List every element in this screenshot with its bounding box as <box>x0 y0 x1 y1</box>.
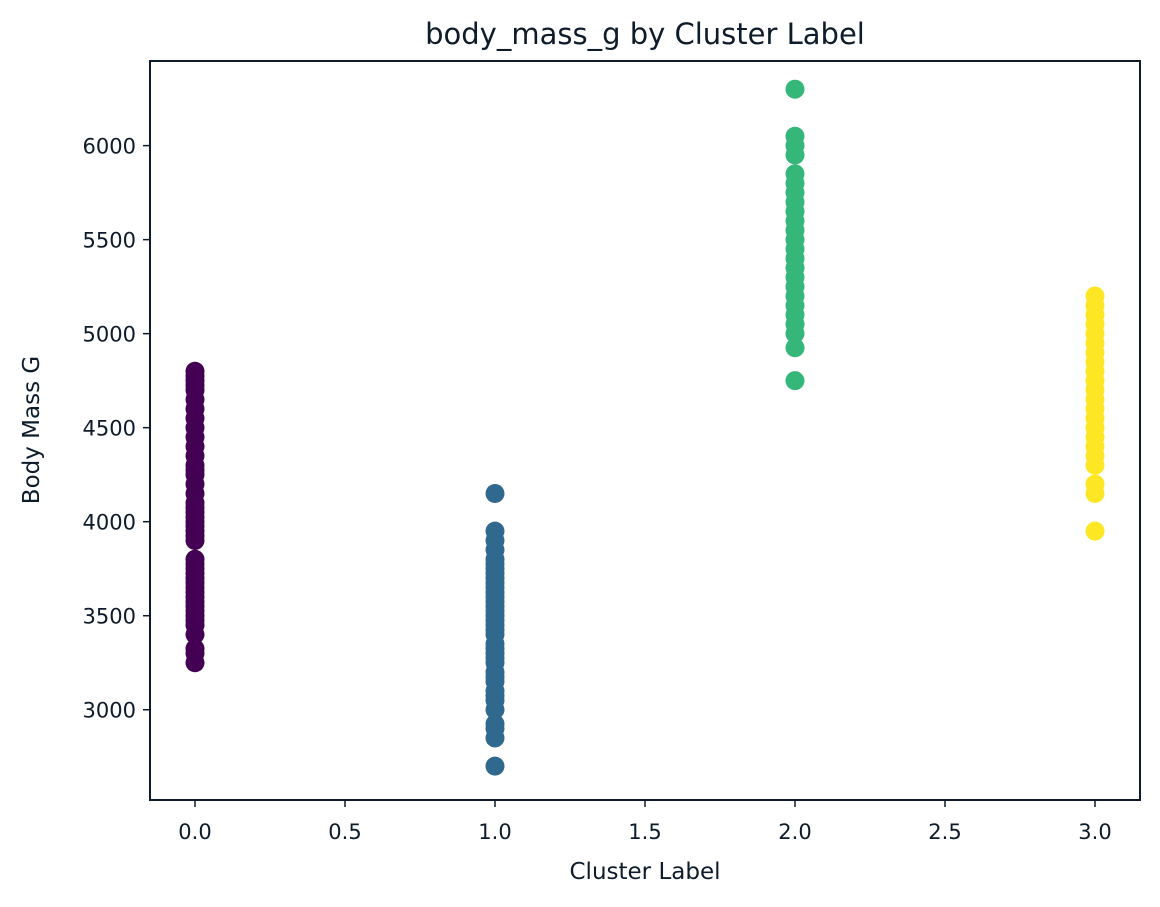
y-tick-label: 4000 <box>83 511 136 535</box>
y-tick-label: 5500 <box>83 229 136 253</box>
y-axis-ticks: 3000 3500 4000 4500 5000 5500 6000 <box>83 135 150 723</box>
data-point <box>785 164 805 184</box>
x-tick-label: 3.0 <box>1078 820 1111 844</box>
x-axis-ticks: 0.0 0.5 1.0 1.5 2.0 2.5 3.0 <box>178 800 1112 844</box>
data-point <box>485 714 505 734</box>
data-point <box>485 483 505 503</box>
data-point <box>185 639 205 659</box>
y-tick-label: 3500 <box>83 605 136 629</box>
y-tick-label: 4500 <box>83 417 136 441</box>
x-tick-label: 0.5 <box>328 820 361 844</box>
cluster-0-points <box>185 361 205 673</box>
data-point <box>1085 474 1105 494</box>
data-point <box>485 756 505 776</box>
x-tick-label: 0.0 <box>178 820 211 844</box>
data-point <box>185 361 205 381</box>
data-point <box>785 79 805 99</box>
data-point <box>785 338 805 358</box>
data-point <box>485 521 505 541</box>
data-point <box>1085 521 1105 541</box>
y-axis-label: Body Mass G <box>19 356 45 504</box>
chart-title: body_mass_g by Cluster Label <box>425 17 865 51</box>
y-tick-label: 5000 <box>83 323 136 347</box>
data-point <box>1085 286 1105 306</box>
data-point <box>785 371 805 391</box>
x-tick-label: 2.0 <box>778 820 811 844</box>
data-point <box>185 549 205 569</box>
x-axis-label: Cluster Label <box>570 859 721 885</box>
x-tick-label: 1.0 <box>478 820 511 844</box>
data-point <box>785 126 805 146</box>
y-tick-label: 6000 <box>83 135 136 159</box>
y-tick-label: 3000 <box>83 699 136 723</box>
cluster-3-points <box>1085 286 1105 541</box>
cluster-2-points <box>785 79 805 391</box>
x-tick-label: 2.5 <box>928 820 961 844</box>
cluster-1-points <box>485 483 505 776</box>
x-tick-label: 1.5 <box>628 820 661 844</box>
plot-area-frame <box>149 60 1141 801</box>
data-points <box>185 79 1105 776</box>
